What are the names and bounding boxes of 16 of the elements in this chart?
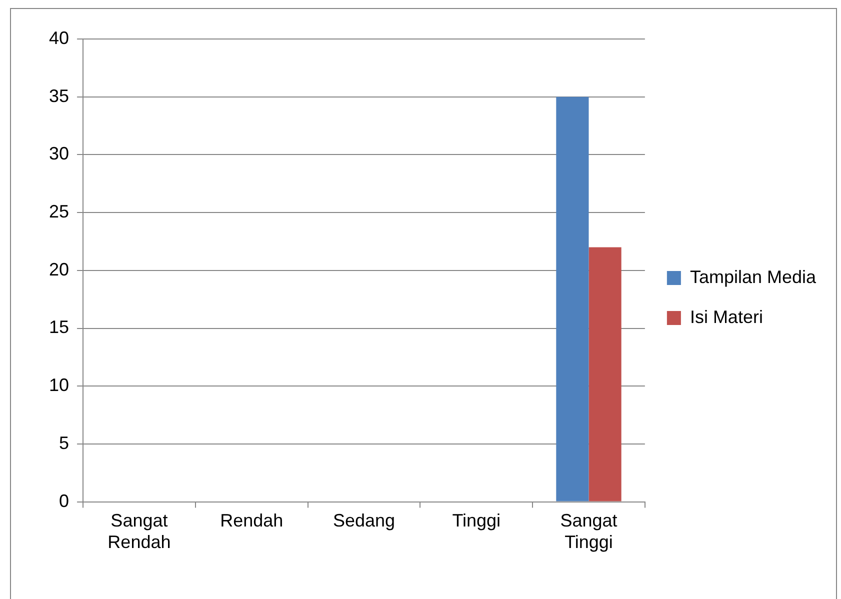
y-tick-label: 0 — [59, 490, 70, 511]
x-tick-label: Sangat Rendah — [108, 510, 171, 552]
x-tick-label: Rendah — [220, 510, 284, 531]
legend-label: Tampilan Media — [690, 266, 817, 287]
y-tick-label: 5 — [59, 432, 70, 453]
x-tick-label: Sangat Tinggi — [560, 510, 618, 552]
legend-label: Isi Materi — [690, 306, 763, 327]
y-tick-label: 20 — [48, 259, 70, 280]
y-tick-label: 40 — [48, 28, 70, 48]
x-tick-label: Sedang — [332, 510, 396, 531]
y-tick-label: 10 — [48, 375, 70, 396]
y-tick-label: 30 — [48, 144, 70, 164]
x-tick-label: Tinggi — [452, 510, 501, 531]
y-tick-label: 15 — [48, 317, 70, 338]
y-tick-label: 25 — [48, 202, 70, 222]
y-tick-label: 35 — [48, 86, 70, 106]
